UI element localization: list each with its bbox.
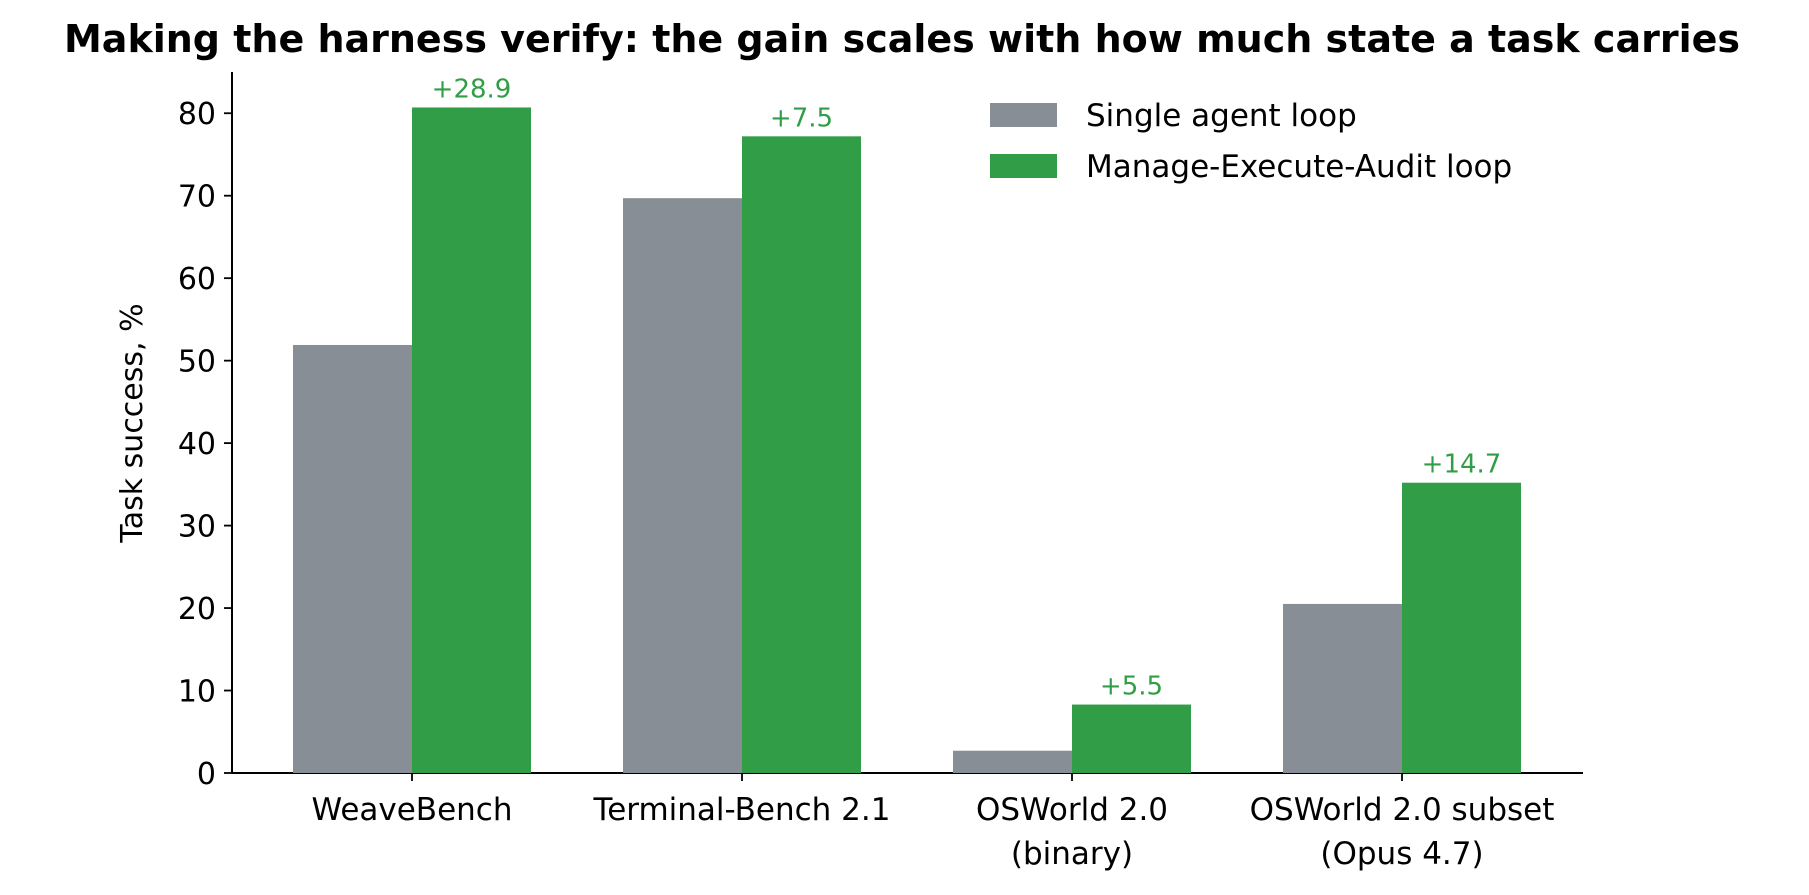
delta-label: +7.5 (770, 103, 833, 133)
legend-swatch (990, 103, 1057, 127)
x-tick-label: OSWorld 2.0 subset (Opus 4.7) (1250, 792, 1555, 872)
x-tick-label-line: OSWorld 2.0 subset (1250, 792, 1555, 828)
bar-manage-execute-audit (742, 136, 861, 774)
x-axis-ticks: WeaveBench Terminal-Bench 2.1 OSWorld 2.0 (… (311, 773, 1554, 872)
legend: Single agent loop Manage-Execute-Audit lo… (990, 98, 1512, 185)
y-tick-label: 40 (178, 427, 216, 462)
x-tick-label: OSWorld 2.0 (binary) (976, 792, 1168, 872)
bar-single-agent (623, 198, 742, 773)
bar-manage-execute-audit (1402, 482, 1521, 773)
x-tick-label-line: OSWorld 2.0 (976, 792, 1168, 828)
y-tick-label: 50 (178, 345, 216, 380)
legend-label: Single agent loop (1086, 98, 1357, 134)
delta-label: +5.5 (1100, 672, 1163, 702)
bar-single-agent (293, 344, 412, 773)
y-tick-label: 20 (178, 592, 216, 627)
bars (293, 107, 1521, 774)
x-tick-label-line: Terminal-Bench 2.1 (593, 792, 891, 828)
x-tick-label: WeaveBench (311, 792, 512, 828)
y-tick-label: 10 (178, 675, 216, 710)
x-tick-label: Terminal-Bench 2.1 (593, 792, 891, 828)
legend-swatch (990, 154, 1057, 178)
delta-label: +14.7 (1422, 450, 1502, 480)
y-tick-label: 70 (178, 180, 216, 215)
y-tick-label: 0 (197, 757, 216, 792)
delta-labels: +28.9 +7.5 +5.5 +14.7 (432, 74, 1502, 701)
delta-label: +28.9 (432, 74, 512, 104)
legend-label: Manage-Execute-Audit loop (1086, 149, 1512, 185)
bar-manage-execute-audit (1072, 704, 1191, 773)
y-tick-label: 60 (178, 262, 216, 297)
y-tick-label: 30 (178, 510, 216, 545)
bar-manage-execute-audit (412, 107, 531, 774)
x-tick-label-line: (binary) (1011, 836, 1133, 872)
bar-single-agent (1283, 603, 1402, 773)
y-axis-label: Task success, % (115, 303, 150, 543)
x-tick-label-line: (Opus 4.7) (1320, 836, 1483, 872)
y-axis-ticks: 0 10 20 30 40 50 60 70 80 (178, 97, 232, 792)
bar-single-agent (953, 750, 1072, 773)
x-tick-label-line: WeaveBench (311, 792, 512, 828)
y-tick-label: 80 (178, 97, 216, 132)
chart-title: Making the harness verify: the gain scal… (64, 17, 1740, 61)
